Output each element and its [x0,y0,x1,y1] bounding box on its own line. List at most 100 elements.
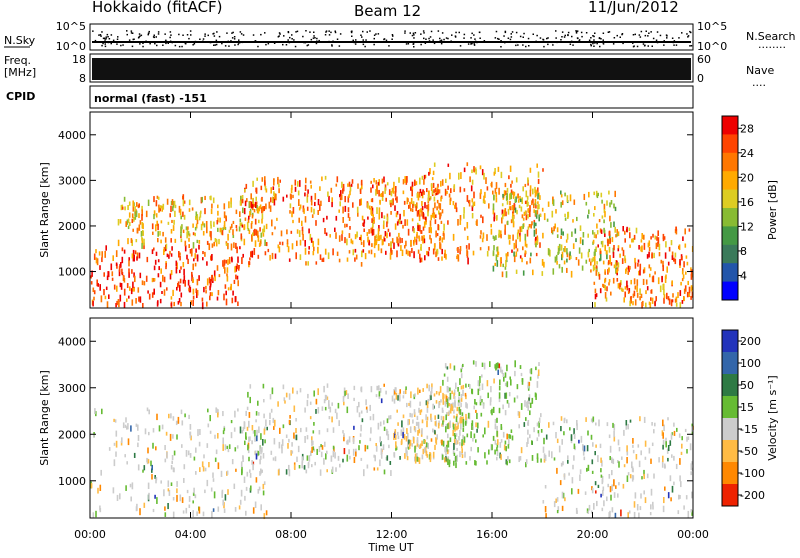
nsky-point [510,36,513,38]
data-cell [158,266,160,271]
data-cell [129,483,132,488]
data-cell [502,193,504,198]
data-cell [560,416,563,421]
data-cell [336,176,339,183]
data-cell [304,184,307,191]
data-cell [565,239,568,243]
data-cell [439,203,442,211]
data-cell [459,441,461,446]
nsky-point [639,36,642,38]
data-cell [269,254,271,261]
data-cell [494,423,497,430]
data-cell [420,230,422,234]
data-cell [396,239,399,244]
data-cell [445,253,447,260]
data-cell [460,373,463,379]
nsky-point [126,30,128,32]
data-cell [417,249,420,254]
nsky-point [687,36,689,38]
data-cell [99,508,102,513]
data-cell [524,252,526,257]
data-cell [206,261,208,266]
data-cell [253,248,256,255]
data-cell [462,434,464,440]
nsky-point [509,38,512,41]
data-cell [369,404,371,412]
data-cell [484,200,486,204]
data-cell [503,376,505,382]
data-cell [291,211,293,218]
data-cell [326,469,328,473]
data-cell [234,447,237,452]
data-cell [241,257,243,265]
data-cell [582,449,585,456]
data-cell [168,413,170,419]
cpid-text: normal (fast) -151 [94,92,207,105]
data-cell [602,283,604,287]
data-cell [436,199,439,204]
data-cell [265,419,267,427]
data-cell [349,226,351,230]
data-cell [126,219,129,225]
data-cell [461,454,464,459]
data-cell [331,202,333,208]
data-cell [629,266,631,270]
data-cell [247,228,250,232]
data-cell [591,486,593,491]
data-cell [160,268,162,274]
data-cell [539,242,541,248]
data-cell [523,211,526,216]
nsky-point [581,35,583,38]
data-cell [239,211,241,217]
data-cell [409,201,411,209]
data-cell [470,185,473,192]
data-cell [130,496,132,502]
data-cell [151,292,154,298]
data-cell [180,266,182,270]
data-cell [458,398,461,403]
nsky-point [104,39,106,41]
data-cell [222,444,224,451]
data-cell [376,467,379,471]
data-cell [370,180,372,184]
nsky-point [237,43,239,46]
data-cell [507,251,509,257]
data-cell [426,454,429,458]
data-cell [361,183,363,190]
data-cell [409,412,411,418]
data-cell [360,457,363,461]
data-cell [478,387,481,391]
data-cell [407,250,409,256]
data-cell [254,201,257,208]
data-cell [675,226,677,232]
nsky-point [532,33,534,35]
nsky-point [621,33,624,35]
data-cell [248,420,250,428]
data-cell [188,244,190,249]
data-cell [171,455,174,461]
data-cell [486,234,488,241]
data-cell [131,288,134,292]
data-cell [477,388,480,396]
data-cell [466,403,468,409]
data-cell [370,198,373,203]
data-cell [171,199,174,206]
data-cell [228,444,231,449]
nsky-point [404,30,406,32]
data-cell [172,289,174,296]
data-cell [265,223,268,230]
nsky-point [264,32,266,34]
freq-unit: [MHz] [4,66,36,79]
data-cell [231,223,233,229]
data-cell [433,212,436,219]
nsky-point [131,45,134,48]
nsky-point [590,44,592,47]
data-cell [265,510,268,516]
data-cell [449,363,452,369]
data-cell [616,232,619,237]
data-cell [667,296,670,301]
data-cell [596,266,598,272]
data-cell [228,201,230,209]
data-cell [410,186,412,191]
data-cell [434,430,436,435]
